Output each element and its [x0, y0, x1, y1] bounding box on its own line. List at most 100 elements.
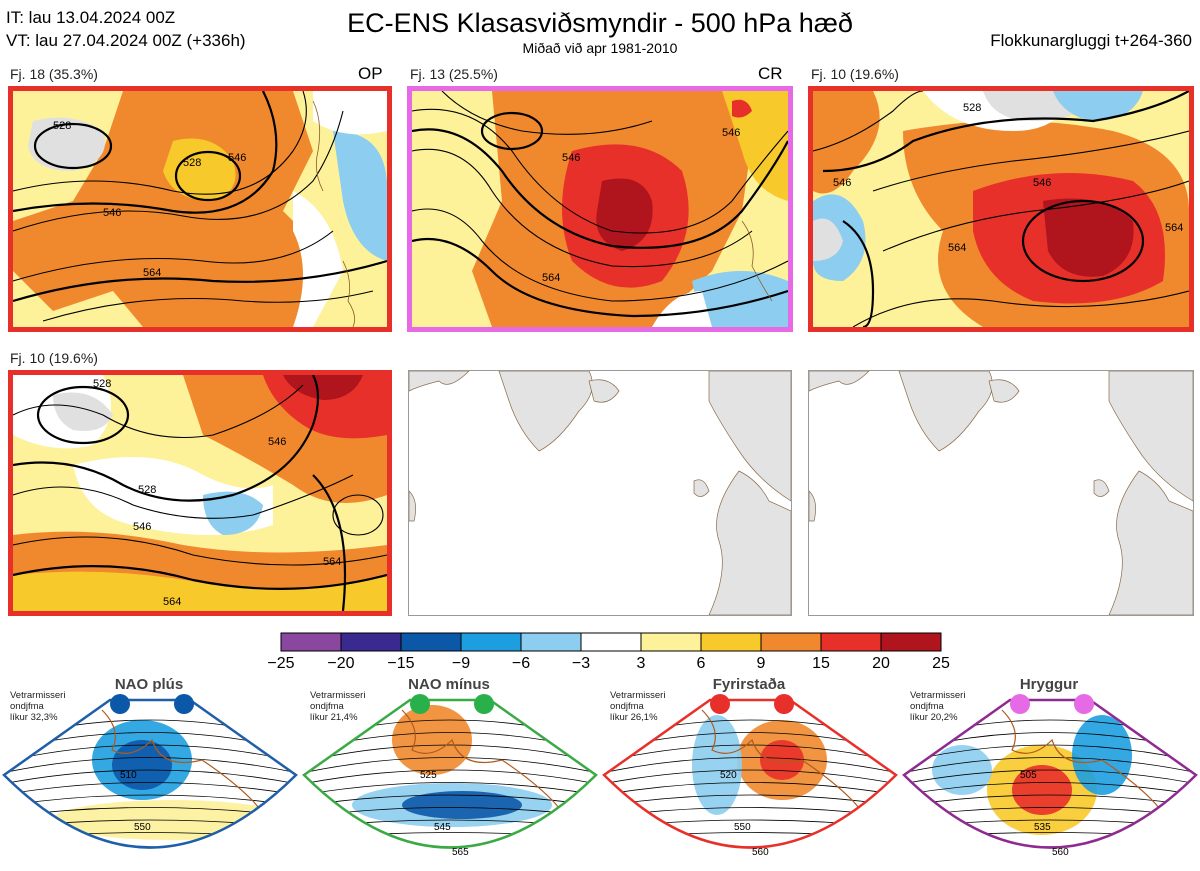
- panel-3-label: Fj. 10 (19.6%): [811, 66, 899, 82]
- height-contour: [904, 769, 1196, 785]
- regime-title: NAO plús: [114, 676, 184, 693]
- height-contour: [604, 782, 896, 796]
- regime-contour-label: 560: [1052, 847, 1069, 858]
- regime-contour-label: 525: [420, 770, 437, 781]
- colorbar-swatch: [760, 632, 822, 652]
- colorbar-swatch: [580, 632, 642, 652]
- regime-description-line: líkur 26,1%: [610, 712, 658, 723]
- regime-marker-dot: [474, 694, 494, 714]
- anomaly-shading: [1072, 715, 1132, 795]
- colorbar-swatch: [340, 632, 402, 652]
- height-contour: [4, 782, 296, 796]
- cluster-map-1[interactable]: 528 528 546 546 564: [8, 86, 392, 332]
- height-contour: [904, 744, 1196, 763]
- classification-window: Flokkunargluggi t+264-360: [990, 31, 1192, 50]
- panel-4-contour-label: 528: [138, 484, 156, 496]
- regime-description: Vetrarmisseri ondjfma líkur 26,1%: [610, 690, 665, 723]
- anomaly-shading: [1012, 765, 1072, 815]
- regime-outline: [902, 698, 1198, 849]
- panel-2-contour-label: 564: [542, 272, 560, 284]
- regime-map[interactable]: 505 535 560: [902, 690, 1198, 870]
- cluster-map-4[interactable]: 528 528 546 546 564 564: [8, 370, 392, 616]
- regime-title: Fyrirstaða: [712, 676, 786, 693]
- colorbar-tick-label: 6: [696, 655, 706, 672]
- page-subtitle: Miðað við apr 1981-2010: [522, 40, 678, 56]
- panel-2-label: Fj. 13 (25.5%): [410, 66, 498, 82]
- panel-4-contour-label: 528: [93, 378, 111, 390]
- regime-contour-label: 545: [434, 822, 451, 833]
- regime-marker-dot: [410, 694, 430, 714]
- cluster-map-3[interactable]: 528 546 546 564 564: [808, 86, 1194, 332]
- height-contour: [604, 769, 896, 785]
- panel-1-tag: OP: [358, 64, 383, 83]
- regime-description: Vetrarmisseri ondjfma líkur 32,3%: [10, 690, 65, 723]
- cluster-map-2[interactable]: 546 546 564: [407, 86, 793, 332]
- height-contour: [604, 794, 896, 807]
- regime-description-line: ondjfma: [310, 701, 344, 712]
- regime-description: Vetrarmisseri ondjfma líkur 20,2%: [910, 690, 965, 723]
- panel-1-contour-label: 528: [53, 120, 71, 132]
- panel-1-contour-label: 564: [143, 267, 161, 279]
- panel-4-contour-label: 564: [163, 596, 181, 608]
- regime-marker-dot: [1074, 694, 1094, 714]
- height-contour: [904, 794, 1196, 807]
- colorbar-swatches: [280, 632, 942, 652]
- regime-description-line: líkur 32,3%: [10, 712, 58, 723]
- colorbar-tick-label: 3: [636, 655, 646, 672]
- regime-marker-dot: [1010, 694, 1030, 714]
- regime-contour-label: 550: [134, 822, 151, 833]
- colorbar-tick-label: 15: [812, 655, 830, 672]
- colorbar-tick-label: 9: [756, 655, 766, 672]
- panel-3-contour-label: 564: [1165, 222, 1183, 234]
- panel-2-contour-label: 546: [562, 152, 580, 164]
- colorbar-tick-label: −25: [267, 655, 295, 672]
- coastline: [701, 709, 866, 841]
- valid-time: VT: lau 27.04.2024 00Z (+336h): [6, 31, 246, 50]
- anomaly-colorbar: [280, 632, 942, 652]
- colorbar-tick-label: 20: [872, 655, 890, 672]
- coastline: [1001, 709, 1166, 841]
- header-info: IT: lau 13.04.2024 00Z VT: lau 27.04.202…: [6, 6, 246, 52]
- coastline: [101, 709, 266, 841]
- panel-4-contour-label: 546: [268, 436, 286, 448]
- panel-3-contour-label: 528: [963, 102, 981, 114]
- panel-4-label: Fj. 10 (19.6%): [10, 350, 98, 366]
- regime-map[interactable]: 525 545 565: [302, 690, 598, 870]
- regime-description-line: ondjfma: [910, 701, 944, 712]
- regime-marker-dot: [710, 694, 730, 714]
- regime-outline: [302, 698, 598, 849]
- empty-map-5: [408, 370, 792, 616]
- height-contour: [4, 769, 296, 785]
- colorbar-tick-label: −3: [571, 655, 591, 672]
- regime-description-line: ondjfma: [10, 701, 44, 712]
- regime-contour-label: 565: [452, 847, 469, 858]
- colorbar-labels: −25 −20 −15 −9 −6 −3 3 6 9 15 20 25: [267, 655, 949, 675]
- regime-contour-label: 520: [720, 770, 737, 781]
- regime-map[interactable]: 510 550: [2, 690, 298, 870]
- anomaly-shading: [692, 715, 742, 815]
- height-contour: [604, 757, 896, 774]
- colorbar-swatch: [880, 632, 942, 652]
- regime-description-line: ondjfma: [610, 701, 644, 712]
- regime-contour-label: 510: [120, 770, 137, 781]
- colorbar-swatch: [820, 632, 882, 652]
- colorbar-swatch: [640, 632, 702, 652]
- regime-description-line: Vetrarmisseri: [910, 690, 966, 701]
- panel-1-contour-label: 546: [103, 207, 121, 219]
- anomaly-shading: [112, 740, 172, 790]
- panel-4-contour-label: 564: [323, 556, 341, 568]
- regime-contour-label: 505: [1020, 770, 1037, 781]
- colorbar-tick-label: −6: [511, 655, 531, 672]
- coastline: [401, 709, 566, 841]
- colorbar-swatch: [400, 632, 462, 652]
- anomaly-shading: [392, 705, 472, 775]
- height-contour: [304, 769, 596, 785]
- panel-3-contour-label: 546: [833, 177, 851, 189]
- page-title: EC-ENS Klasasviðsmyndir - 500 hPa hæð: [347, 8, 853, 38]
- height-contour: [4, 744, 296, 763]
- height-contour: [304, 782, 596, 796]
- regime-map[interactable]: 520 550 560: [602, 690, 898, 870]
- regime-description: Vetrarmisseri ondjfma líkur 21,4%: [310, 690, 365, 723]
- regime-description-line: Vetrarmisseri: [310, 690, 366, 701]
- init-time: IT: lau 13.04.2024 00Z: [6, 8, 176, 27]
